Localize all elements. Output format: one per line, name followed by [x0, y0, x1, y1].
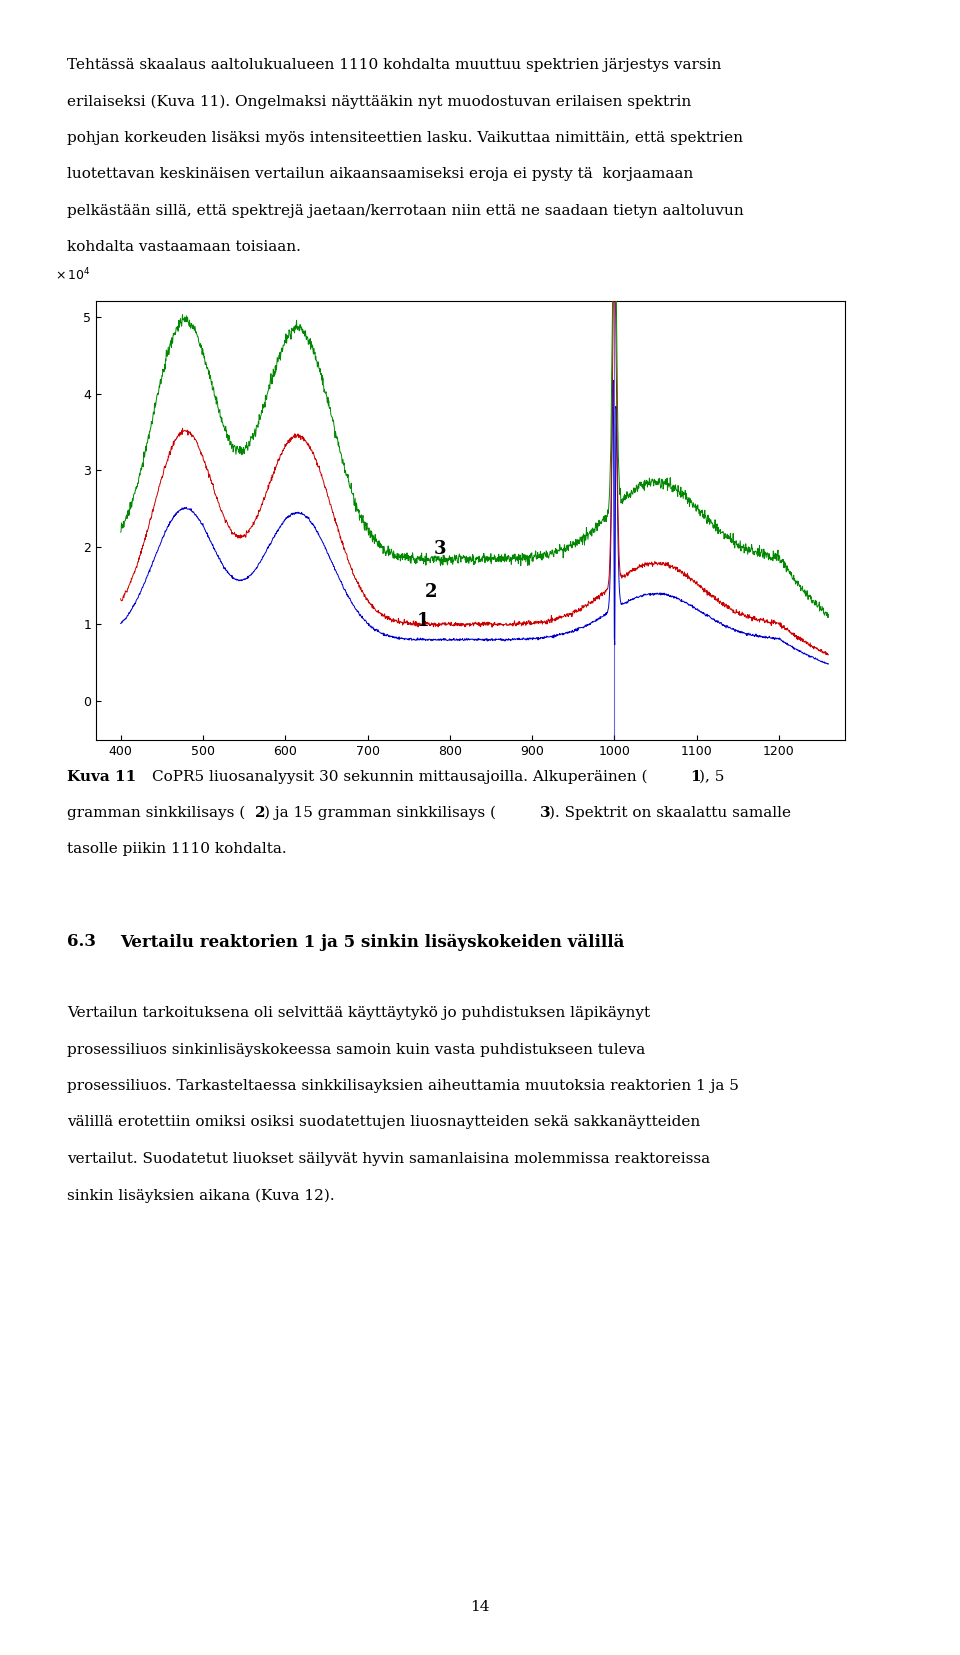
Text: 2: 2 [425, 584, 438, 601]
Text: prosessiliuos. Tarkasteltaessa sinkkilisayksien aiheuttamia muutoksia reaktorien: prosessiliuos. Tarkasteltaessa sinkkilis… [67, 1079, 739, 1092]
Text: luotettavan keskinäisen vertailun aikaansaamiseksi eroja ei pysty tä  korjaamaan: luotettavan keskinäisen vertailun aikaan… [67, 167, 693, 180]
Text: 2: 2 [255, 806, 266, 819]
Text: CoPR5 liuosanalyysit 30 sekunnin mittausajoilla. Alkuperäinen (: CoPR5 liuosanalyysit 30 sekunnin mittaus… [152, 770, 647, 784]
Text: Kuva 11: Kuva 11 [67, 770, 136, 783]
Text: Vertailun tarkoituksena oli selvittää käyttäytykö jo puhdistuksen läpikäynyt: Vertailun tarkoituksena oli selvittää kä… [67, 1006, 650, 1019]
Text: sinkin lisäyksien aikana (Kuva 12).: sinkin lisäyksien aikana (Kuva 12). [67, 1188, 335, 1203]
Text: kohdalta vastaamaan toisiaan.: kohdalta vastaamaan toisiaan. [67, 240, 301, 253]
Text: pelkästään sillä, että spektrejä jaetaan/kerrotaan niin että ne saadaan tietyn a: pelkästään sillä, että spektrejä jaetaan… [67, 204, 744, 217]
Text: 3: 3 [540, 806, 550, 819]
Text: tasolle piikin 1110 kohdalta.: tasolle piikin 1110 kohdalta. [67, 842, 287, 856]
Text: ), 5: ), 5 [699, 770, 724, 783]
Text: 14: 14 [470, 1600, 490, 1614]
Text: 6.3: 6.3 [67, 933, 96, 950]
Text: 1: 1 [690, 770, 701, 783]
Text: $\times\,10^4$: $\times\,10^4$ [55, 266, 90, 283]
Text: Tehtässä skaalaus aaltolukualueen 1110 kohdalta muuttuu spektrien järjestys vars: Tehtässä skaalaus aaltolukualueen 1110 k… [67, 58, 722, 71]
Text: Vertailu reaktorien 1 ja 5 sinkin lisäyskokeiden välillä: Vertailu reaktorien 1 ja 5 sinkin lisäys… [120, 933, 624, 950]
Text: 3: 3 [433, 540, 445, 558]
Text: ) ja 15 gramman sinkkilisays (: ) ja 15 gramman sinkkilisays ( [264, 806, 496, 821]
Text: 1: 1 [417, 612, 429, 631]
Text: erilaiseksi (Kuva 11). Ongelmaksi näyttääkin nyt muodostuvan erilaisen spektrin: erilaiseksi (Kuva 11). Ongelmaksi näyttä… [67, 94, 691, 109]
Text: gramman sinkkilisays (: gramman sinkkilisays ( [67, 806, 246, 821]
Text: välillä erotettiin omiksi osiksi suodatettujen liuosnaytteiden sekä sakkanäyttei: välillä erotettiin omiksi osiksi suodate… [67, 1115, 701, 1129]
Text: vertailut. Suodatetut liuokset säilyvät hyvin samanlaisina molemmissa reaktoreis: vertailut. Suodatetut liuokset säilyvät … [67, 1152, 710, 1165]
Text: ). Spektrit on skaalattu samalle: ). Spektrit on skaalattu samalle [549, 806, 791, 821]
Text: prosessiliuos sinkinlisäyskokeessa samoin kuin vasta puhdistukseen tuleva: prosessiliuos sinkinlisäyskokeessa samoi… [67, 1043, 645, 1056]
Text: pohjan korkeuden lisäksi myös intensiteettien lasku. Vaikuttaa nimittäin, että s: pohjan korkeuden lisäksi myös intensitee… [67, 131, 743, 144]
